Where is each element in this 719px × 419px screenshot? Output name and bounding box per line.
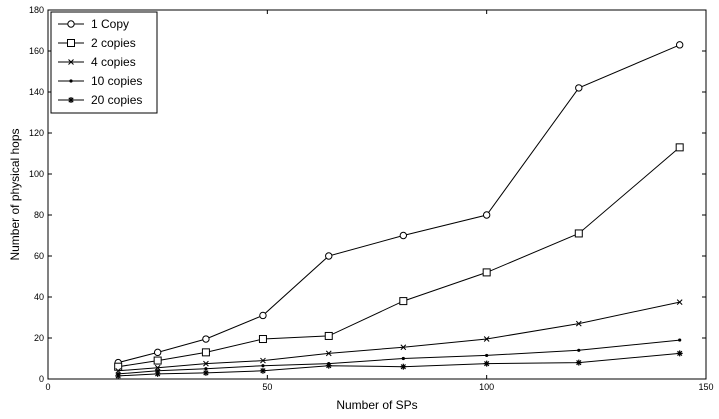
data-point xyxy=(575,320,582,327)
data-point xyxy=(114,362,123,371)
data-point xyxy=(325,362,332,369)
plot-area xyxy=(47,9,707,380)
y-tick-label: 100 xyxy=(29,169,44,179)
data-point xyxy=(575,84,583,92)
data-point xyxy=(203,360,209,367)
y-tick-label: 140 xyxy=(29,87,44,97)
y-tick-label: 40 xyxy=(34,292,44,302)
series-layer xyxy=(114,41,684,379)
data-point xyxy=(258,335,267,344)
series-2 xyxy=(114,143,684,371)
series-line xyxy=(118,339,680,375)
data-point xyxy=(201,348,210,357)
legend-item: 1 Copy xyxy=(58,17,129,31)
data-point xyxy=(399,231,408,240)
legend-label: 4 copies xyxy=(91,55,136,69)
data-point xyxy=(259,311,267,320)
legend-item: 20 copies xyxy=(58,93,142,107)
data-point xyxy=(485,353,489,358)
y-tick-label: 160 xyxy=(29,46,44,56)
data-point xyxy=(325,350,332,357)
data-point xyxy=(156,369,160,373)
legend-label: 2 copies xyxy=(91,36,136,50)
legend-label: 20 copies xyxy=(91,93,142,107)
data-point xyxy=(574,229,583,238)
data-point xyxy=(204,367,208,371)
data-point xyxy=(154,364,161,371)
data-point xyxy=(675,41,684,49)
y-axis-label: Number of physical hops xyxy=(8,128,22,260)
series-5 xyxy=(115,350,683,379)
y-tick-label: 120 xyxy=(29,128,44,138)
data-point xyxy=(676,350,683,357)
data-point xyxy=(678,338,682,342)
series-line xyxy=(118,44,680,364)
x-tick-label: 100 xyxy=(479,382,494,392)
data-point xyxy=(202,369,209,376)
legend-item: 4 copies xyxy=(58,55,136,69)
y-tick-label: 60 xyxy=(34,251,44,261)
data-point xyxy=(483,336,490,342)
data-point xyxy=(577,348,581,352)
data-point xyxy=(401,356,405,361)
legend-item: 2 copies xyxy=(58,36,136,50)
legend-marker xyxy=(68,97,74,103)
data-point xyxy=(400,344,407,351)
x-tick-label: 0 xyxy=(45,382,50,392)
x-tick-label: 50 xyxy=(262,382,272,392)
data-point xyxy=(324,331,333,340)
data-point xyxy=(260,357,266,364)
series-1 xyxy=(114,41,684,367)
y-tick-label: 180 xyxy=(29,5,44,15)
data-point xyxy=(153,356,162,365)
legend-item: 10 copies xyxy=(58,74,142,88)
series-line xyxy=(118,301,680,372)
series-line xyxy=(118,146,681,368)
legend-marker xyxy=(69,79,73,83)
axis-ticks: 0 50 100 150 0 20 40 60 80 100 120 140 160 180 xyxy=(29,5,714,392)
data-point xyxy=(202,335,210,343)
data-point xyxy=(154,370,161,377)
legend-marker xyxy=(67,20,75,28)
data-point xyxy=(676,299,683,305)
data-point xyxy=(482,211,491,219)
data-point xyxy=(115,367,122,374)
series-line xyxy=(118,352,680,377)
data-point xyxy=(483,360,490,367)
data-point xyxy=(259,367,266,374)
y-tick-label: 80 xyxy=(34,210,44,220)
data-point xyxy=(575,359,582,366)
legend-marker xyxy=(67,39,75,47)
data-point xyxy=(399,297,408,306)
x-tick-label: 150 xyxy=(698,382,713,392)
legend-label: 1 Copy xyxy=(91,17,129,31)
data-point xyxy=(675,143,684,152)
series-3 xyxy=(115,299,683,374)
data-point xyxy=(400,363,407,370)
data-point xyxy=(115,372,122,379)
data-point xyxy=(325,252,333,260)
x-axis-label: Number of SPs xyxy=(336,398,417,412)
data-point xyxy=(153,348,162,357)
data-point xyxy=(482,268,491,277)
legend-label: 10 copies xyxy=(91,74,142,88)
y-tick-label: 20 xyxy=(34,333,44,343)
legend-marker xyxy=(68,59,74,65)
series-4 xyxy=(116,338,682,376)
y-tick-label: 0 xyxy=(39,374,44,384)
legend: 1 Copy 2 copies 4 copies 10 copies 20 copies xyxy=(50,11,158,114)
data-point xyxy=(261,364,265,368)
